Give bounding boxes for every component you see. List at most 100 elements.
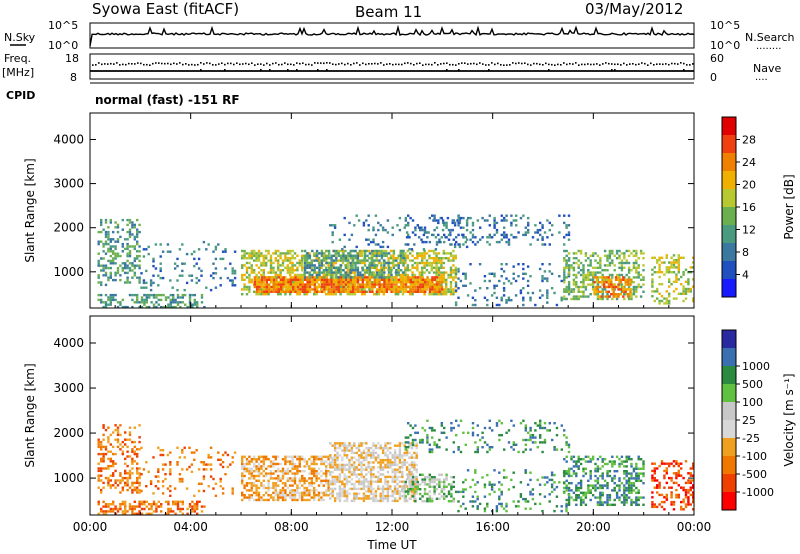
echo-cell (637, 283, 640, 286)
nave-point (197, 63, 199, 66)
echo-cell (603, 254, 607, 257)
echo-cell (320, 458, 323, 461)
echo-cell (224, 451, 227, 454)
echo-cell (375, 249, 379, 253)
echo-cell (340, 276, 343, 279)
echo-cell (635, 285, 638, 289)
echo-cell (313, 293, 316, 296)
echo-cell (377, 446, 380, 450)
echo-cell (438, 240, 441, 244)
echo-cell (593, 288, 596, 291)
echo-cell (298, 273, 301, 277)
echo-cell (622, 288, 625, 291)
echo-cell (594, 285, 597, 289)
echo-cell (599, 266, 602, 269)
nave-point (101, 63, 103, 66)
echo-cell (579, 273, 583, 277)
echo-cell (325, 276, 328, 279)
echo-cell (190, 470, 194, 473)
echo-cell (350, 478, 354, 481)
echo-cell (128, 266, 132, 270)
echo-cell (500, 275, 503, 278)
echo-cell (541, 238, 544, 241)
echo-cell (539, 221, 542, 225)
echo-cell (407, 243, 410, 246)
echo-cell (157, 470, 160, 473)
echo-cell (381, 466, 385, 469)
echo-cell (318, 290, 321, 293)
echo-cell (402, 288, 405, 291)
echo-cell (245, 261, 249, 265)
echo-cell (421, 273, 424, 277)
echo-cell (245, 266, 249, 269)
echo-cell (377, 470, 380, 474)
echo-cell (445, 221, 448, 225)
echo-cell (387, 273, 390, 277)
echo-cell (109, 301, 112, 304)
echo-cell (350, 470, 354, 474)
echo-cell (310, 259, 313, 262)
echo-cell (310, 482, 313, 485)
echo-cell (368, 276, 372, 279)
echo-cell (425, 240, 428, 244)
echo-cell (345, 494, 349, 498)
echo-cell (409, 485, 412, 488)
echo-cell (97, 469, 100, 473)
echo-cell (405, 499, 409, 503)
echo-cell (462, 284, 465, 287)
echo-cell (355, 492, 358, 495)
echo-cell (591, 278, 595, 281)
echo-cell (687, 280, 690, 283)
echo-cell (512, 265, 515, 268)
echo-cell (413, 494, 416, 498)
echo-cell (395, 283, 398, 286)
echo-cell (250, 477, 253, 480)
echo-cell (665, 297, 668, 300)
echo-cell (253, 465, 256, 468)
echo-cell (682, 287, 685, 291)
echo-cell (301, 269, 304, 272)
echo-cell (398, 216, 402, 220)
echo-cell (341, 261, 345, 265)
echo-cell (347, 283, 350, 286)
echo-cell (348, 238, 351, 241)
echo-cell (356, 266, 360, 269)
echo-cell (100, 479, 103, 482)
nave-point (671, 62, 673, 65)
echo-cell (138, 474, 141, 477)
echo-cell (330, 281, 333, 284)
echo-cell (190, 463, 194, 466)
echo-cell (358, 252, 361, 255)
echo-cell (352, 290, 355, 293)
nave-point (260, 69, 262, 71)
echo-cell (567, 269, 571, 272)
echo-cell (116, 431, 120, 434)
echo-cell (265, 257, 268, 260)
echo-cell (433, 271, 436, 274)
echo-cell (333, 497, 337, 500)
echo-cell (445, 271, 448, 274)
echo-cell (250, 470, 253, 473)
echo-cell (447, 500, 451, 503)
echo-cell (179, 305, 182, 309)
echo-cell (126, 510, 129, 513)
echo-cell (284, 458, 287, 461)
nave-point (428, 63, 430, 66)
echo-cell (471, 221, 475, 225)
echo-cell (281, 496, 285, 499)
echo-cell (342, 259, 345, 262)
echo-cell (107, 440, 110, 444)
echo-cell (401, 461, 404, 464)
echo-cell (305, 259, 309, 262)
echo-cell (296, 278, 300, 281)
echo-cell (423, 488, 427, 491)
echo-cell (124, 500, 127, 503)
echo-cell (303, 276, 307, 279)
echo-cell (331, 480, 334, 483)
echo-cell (402, 261, 405, 265)
echo-cell (626, 295, 630, 298)
echo-cell (421, 500, 424, 503)
echo-cell (262, 486, 265, 490)
echo-cell (405, 451, 409, 455)
echo-cell (318, 285, 321, 289)
